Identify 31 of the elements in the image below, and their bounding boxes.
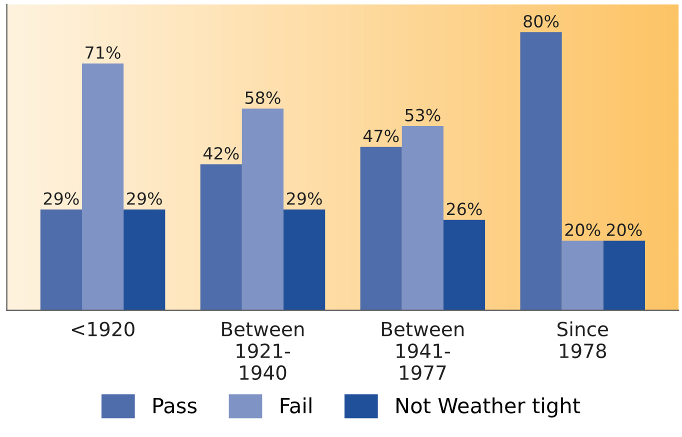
x-tick-label: Since 1978: [558, 321, 608, 358]
bar: [562, 240, 604, 310]
bar: [402, 126, 444, 310]
x-tick-label: <1920: [72, 322, 134, 336]
data-label: 71%: [86, 46, 120, 59]
legend-label: Fail: [280, 397, 312, 414]
bar: [360, 146, 402, 310]
data-label: 29%: [127, 192, 162, 205]
data-label: 53%: [405, 108, 440, 122]
x-tick-label: Between 1941- 1977: [382, 322, 464, 380]
data-label: 58%: [245, 91, 280, 104]
data-label: 29%: [44, 192, 79, 205]
data-label: 80%: [524, 14, 559, 28]
bar: [284, 209, 326, 310]
bar: [242, 108, 284, 310]
bar: [40, 209, 82, 310]
data-label: 26%: [446, 202, 482, 216]
x-tick-label: Between 1921- 1940: [222, 322, 304, 380]
data-label: 42%: [203, 147, 239, 160]
data-label: 20%: [606, 224, 642, 236]
bar: [443, 220, 486, 310]
legend-label: Not Weather tight: [396, 397, 580, 418]
legend-label: Pass: [154, 398, 197, 414]
data-label: 29%: [287, 192, 322, 205]
data-label: 20%: [565, 224, 600, 236]
data-label: 47%: [363, 130, 399, 142]
bar: [82, 63, 124, 310]
bar: [200, 164, 242, 310]
bar: [520, 32, 562, 310]
bar: [603, 240, 645, 310]
bar: [124, 209, 166, 310]
